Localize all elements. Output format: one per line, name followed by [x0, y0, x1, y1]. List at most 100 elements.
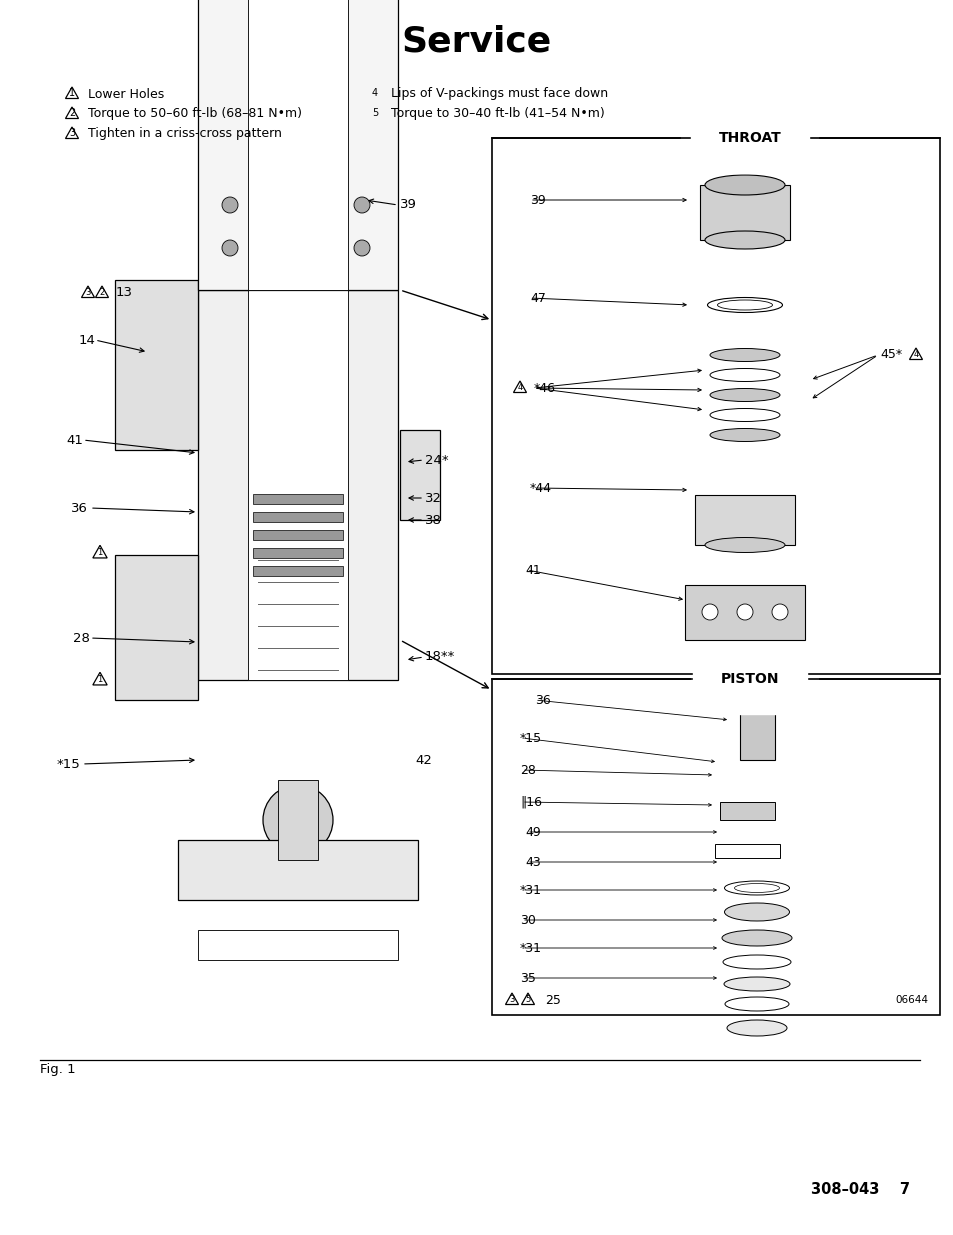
- Text: 43: 43: [524, 856, 540, 868]
- Ellipse shape: [709, 429, 780, 441]
- Text: 35: 35: [519, 972, 536, 984]
- Text: 3: 3: [509, 995, 515, 1004]
- Text: 42: 42: [415, 753, 432, 767]
- Text: 06644: 06644: [894, 995, 927, 1005]
- Text: THROAT: THROAT: [718, 131, 781, 144]
- Ellipse shape: [723, 977, 789, 990]
- Ellipse shape: [704, 175, 784, 195]
- Text: *15: *15: [519, 731, 541, 745]
- Text: 18**: 18**: [424, 651, 455, 663]
- Bar: [248, 170, 348, 290]
- Ellipse shape: [726, 1020, 786, 1036]
- Text: 39: 39: [530, 194, 545, 206]
- Text: 14: 14: [78, 333, 95, 347]
- Bar: [740, 671, 774, 760]
- Text: 308–043    7: 308–043 7: [810, 1182, 909, 1198]
- Bar: [198, 930, 397, 960]
- Ellipse shape: [218, 154, 377, 186]
- Bar: [277, 781, 317, 860]
- Text: 32: 32: [424, 492, 441, 505]
- Text: 41: 41: [66, 433, 83, 447]
- Circle shape: [701, 604, 718, 620]
- Text: *46: *46: [534, 382, 556, 394]
- Text: 25: 25: [544, 993, 560, 1007]
- Ellipse shape: [248, 161, 348, 180]
- Text: 47: 47: [530, 291, 545, 305]
- Text: 4: 4: [912, 350, 918, 359]
- Text: 39: 39: [399, 199, 416, 211]
- Ellipse shape: [709, 348, 780, 362]
- Text: *31: *31: [519, 883, 541, 897]
- Bar: [684, 585, 804, 640]
- Ellipse shape: [704, 537, 784, 552]
- Circle shape: [222, 240, 237, 256]
- Text: 49: 49: [524, 825, 540, 839]
- Bar: [720, 802, 774, 820]
- Text: Torque to 30–40 ft-lb (41–54 N•m): Torque to 30–40 ft-lb (41–54 N•m): [391, 107, 604, 121]
- Text: 4: 4: [517, 383, 522, 391]
- Text: 36: 36: [535, 694, 550, 706]
- Bar: [253, 513, 343, 522]
- Bar: [218, 170, 377, 290]
- Bar: [115, 280, 198, 450]
- Text: 13: 13: [116, 287, 132, 300]
- Bar: [253, 494, 343, 504]
- Text: Tighten in a criss-cross pattern: Tighten in a criss-cross pattern: [88, 127, 281, 141]
- Text: 1: 1: [97, 676, 103, 684]
- Text: 45*: 45*: [879, 348, 902, 362]
- Ellipse shape: [723, 903, 789, 921]
- Ellipse shape: [722, 955, 790, 969]
- Text: *31: *31: [519, 941, 541, 955]
- Text: 41: 41: [524, 563, 540, 577]
- Circle shape: [354, 198, 370, 212]
- Text: 2: 2: [69, 109, 75, 119]
- Text: 4: 4: [372, 89, 377, 99]
- Bar: [253, 566, 343, 576]
- Text: 28: 28: [519, 763, 536, 777]
- Bar: [248, 290, 348, 680]
- Ellipse shape: [709, 368, 780, 382]
- Text: *15: *15: [56, 757, 80, 771]
- Text: 24*: 24*: [424, 453, 448, 467]
- Bar: [492, 138, 939, 674]
- Text: 5: 5: [372, 109, 377, 119]
- Text: ‖16: ‖16: [519, 795, 541, 809]
- Bar: [115, 555, 198, 700]
- Text: Torque to 50–60 ft-lb (68–81 N•m): Torque to 50–60 ft-lb (68–81 N•m): [88, 107, 302, 121]
- Ellipse shape: [709, 389, 780, 401]
- Ellipse shape: [739, 664, 774, 676]
- Bar: [695, 495, 794, 545]
- Circle shape: [771, 604, 787, 620]
- Circle shape: [737, 604, 752, 620]
- Text: 28: 28: [73, 631, 90, 645]
- Bar: [178, 840, 417, 900]
- Text: PISTON: PISTON: [720, 672, 779, 685]
- Text: Lower Holes: Lower Holes: [88, 88, 164, 100]
- Ellipse shape: [704, 231, 784, 249]
- Text: Service: Service: [401, 25, 552, 59]
- Circle shape: [354, 240, 370, 256]
- Bar: [198, 290, 397, 680]
- Ellipse shape: [721, 930, 791, 946]
- Text: 5: 5: [525, 995, 530, 1004]
- Bar: [253, 530, 343, 540]
- Text: 2: 2: [99, 288, 105, 296]
- Circle shape: [263, 785, 333, 855]
- Bar: [714, 844, 780, 858]
- Bar: [253, 548, 343, 558]
- Circle shape: [222, 198, 237, 212]
- Bar: [399, 430, 439, 520]
- Ellipse shape: [709, 409, 780, 421]
- Bar: [492, 679, 939, 1015]
- Bar: [198, 0, 397, 290]
- Text: 30: 30: [519, 914, 536, 926]
- Ellipse shape: [724, 997, 788, 1011]
- Text: 36: 36: [71, 501, 88, 515]
- Bar: [700, 185, 789, 240]
- Bar: [248, 0, 348, 290]
- Text: *44: *44: [530, 482, 552, 494]
- Text: Lips of V-packings must face down: Lips of V-packings must face down: [391, 88, 607, 100]
- Text: 1: 1: [69, 89, 75, 99]
- Text: 3: 3: [69, 128, 75, 138]
- Text: 3: 3: [85, 288, 91, 296]
